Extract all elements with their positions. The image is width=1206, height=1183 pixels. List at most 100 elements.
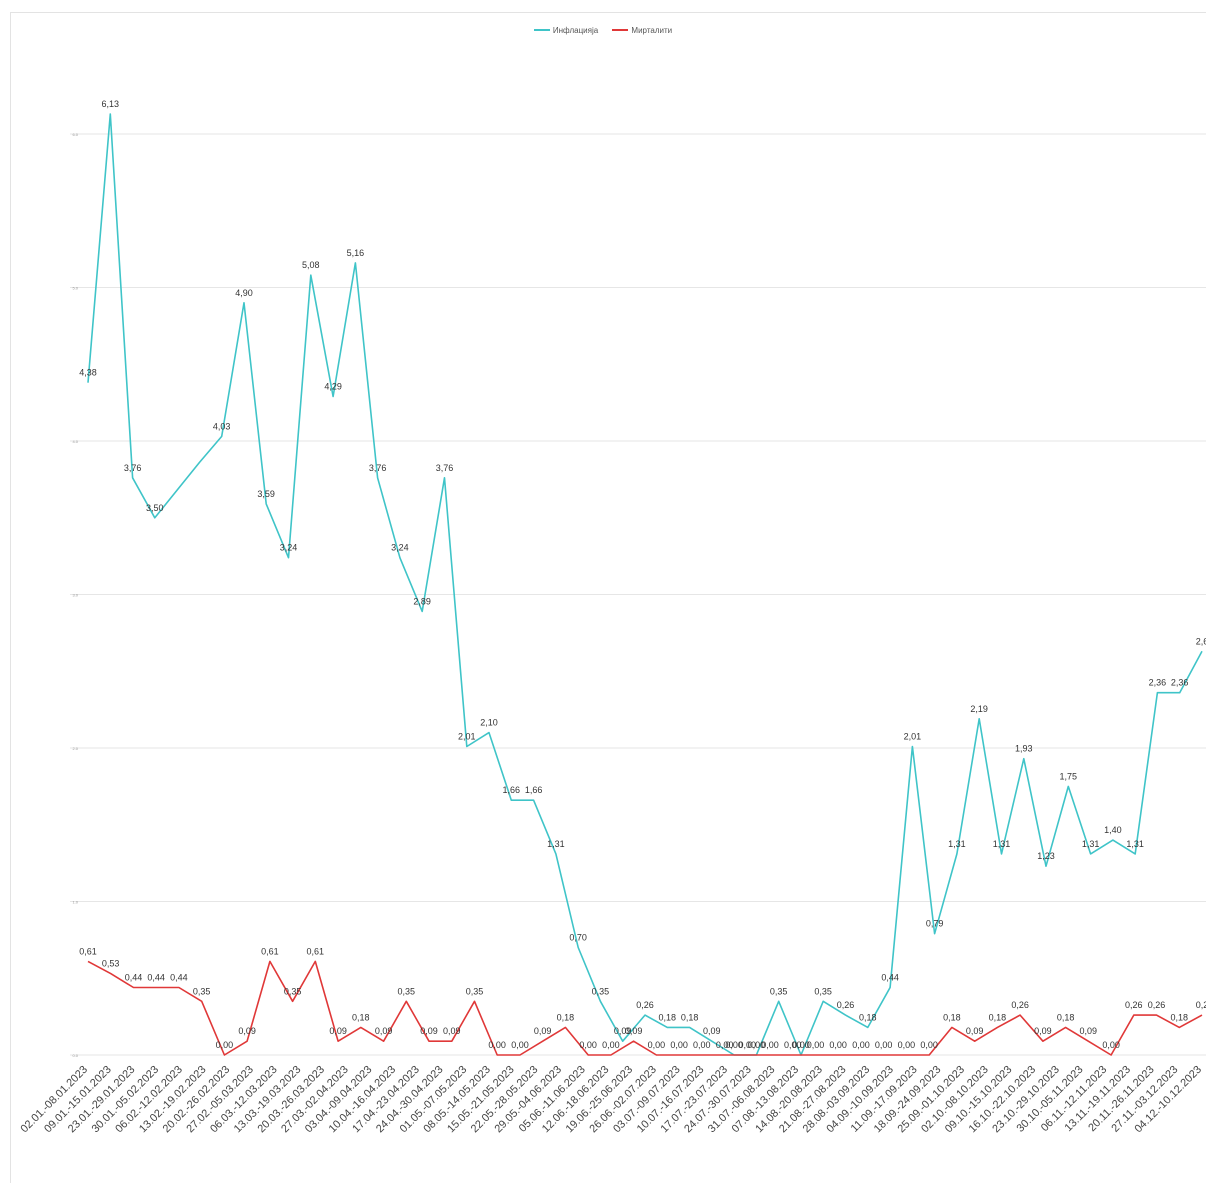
data-label: 0,35 xyxy=(466,986,484,996)
data-label: 0,00 xyxy=(725,1040,743,1050)
data-label: 0,35 xyxy=(814,986,832,996)
data-label: 1,66 xyxy=(503,785,521,795)
data-label: 4,90 xyxy=(235,288,253,298)
data-label: 0,00 xyxy=(898,1040,916,1050)
data-label: 0,00 xyxy=(693,1040,711,1050)
data-label: 2,6 xyxy=(1196,636,1206,646)
data-label: 0,35 xyxy=(193,986,211,996)
data-label: 0,09 xyxy=(625,1026,643,1036)
y-tick-label: 0.0 xyxy=(72,1053,78,1058)
data-label: 0,18 xyxy=(557,1012,575,1022)
data-label: 0,79 xyxy=(926,919,944,929)
y-tick-label: 1.0 xyxy=(72,900,78,905)
data-label: 0,00 xyxy=(807,1040,825,1050)
data-label: 0,44 xyxy=(125,973,143,983)
data-label: 0,18 xyxy=(859,1012,877,1022)
data-label: 0,35 xyxy=(284,986,302,996)
data-label: 1,31 xyxy=(993,839,1011,849)
data-label: 0,61 xyxy=(79,946,97,956)
data-label: 0,00 xyxy=(511,1040,529,1050)
y-tick-label: 4.0 xyxy=(72,439,78,444)
legend-item-inflation: Инфлацияja xyxy=(533,26,598,35)
data-label: 3,50 xyxy=(146,503,164,513)
data-label: 1,66 xyxy=(525,785,543,795)
data-label: 0,09 xyxy=(703,1026,721,1036)
data-label: 0,26 xyxy=(1125,1000,1143,1010)
data-label: 5,16 xyxy=(347,248,365,258)
data-label: 2,36 xyxy=(1171,678,1189,688)
data-label: 0,00 xyxy=(829,1040,847,1050)
data-label: 0,09 xyxy=(375,1026,393,1036)
data-label: 0,00 xyxy=(875,1040,893,1050)
y-tick-label: 3.0 xyxy=(72,593,78,598)
data-label: 0,35 xyxy=(592,986,610,996)
data-label: 0,09 xyxy=(1034,1026,1052,1036)
data-label: 0,18 xyxy=(659,1012,677,1022)
data-label: 0,2 xyxy=(1196,1000,1206,1010)
chart-area xyxy=(10,12,1206,1183)
data-label: 0,09 xyxy=(443,1026,461,1036)
y-tick-label: 5.0 xyxy=(72,286,78,291)
legend-swatch-inflation xyxy=(533,29,550,31)
legend-swatch-mortality xyxy=(612,29,629,31)
data-label: 0,53 xyxy=(102,959,120,969)
data-label: 0,00 xyxy=(716,1040,734,1050)
data-label: 3,24 xyxy=(280,543,298,553)
data-label: 3,24 xyxy=(391,543,409,553)
data-label: 2,19 xyxy=(970,704,988,714)
data-label: 4,03 xyxy=(213,421,231,431)
series-line xyxy=(87,960,1203,1056)
data-label: 0,61 xyxy=(307,946,325,956)
data-label: 0,00 xyxy=(579,1040,597,1050)
y-tick-label: 2.0 xyxy=(72,746,78,751)
data-label: 0,00 xyxy=(852,1040,870,1050)
data-label: 0,00 xyxy=(1102,1040,1120,1050)
data-label: 1,31 xyxy=(1082,839,1100,849)
data-label: 3,76 xyxy=(369,463,387,473)
data-label: 0,18 xyxy=(943,1012,961,1022)
data-label: 1,31 xyxy=(1126,839,1144,849)
data-label: 0,61 xyxy=(261,946,279,956)
data-label: 1,31 xyxy=(948,839,966,849)
data-label: 1,23 xyxy=(1037,851,1055,861)
legend-item-mortality: Мирталити xyxy=(612,26,672,35)
series-line xyxy=(87,113,1203,1056)
data-label: 0,70 xyxy=(569,933,587,943)
data-label: 0,35 xyxy=(398,986,416,996)
data-label: 0,18 xyxy=(989,1012,1007,1022)
data-label: 2,36 xyxy=(1149,678,1167,688)
y-tick-label: 6.0 xyxy=(72,132,78,137)
data-label: 0,09 xyxy=(534,1026,552,1036)
data-label: 0,26 xyxy=(1011,1000,1029,1010)
data-label: 0,00 xyxy=(748,1040,766,1050)
data-label: 0,00 xyxy=(216,1040,234,1050)
data-label: 0,18 xyxy=(1057,1012,1075,1022)
data-label: 0,09 xyxy=(966,1026,984,1036)
data-label: 0,35 xyxy=(770,986,788,996)
data-label: 5,08 xyxy=(302,260,320,270)
data-label: 0,00 xyxy=(792,1040,810,1050)
data-label: 0,26 xyxy=(1148,1000,1166,1010)
data-label: 3,59 xyxy=(257,489,275,499)
data-label: 0,44 xyxy=(147,973,165,983)
data-label: 1,93 xyxy=(1015,744,1033,754)
data-label: 0,00 xyxy=(488,1040,506,1050)
data-label: 2,01 xyxy=(458,732,476,742)
data-label: 0,00 xyxy=(602,1040,620,1050)
data-label: 0,18 xyxy=(1171,1012,1189,1022)
data-label: 0,00 xyxy=(648,1040,666,1050)
data-label: 0,00 xyxy=(670,1040,688,1050)
data-label: 0,09 xyxy=(329,1026,347,1036)
legend-label-mortality: Мирталити xyxy=(631,25,673,35)
data-label: 0,09 xyxy=(614,1026,632,1036)
data-label: 0,09 xyxy=(238,1026,256,1036)
data-label: 0,00 xyxy=(784,1040,802,1050)
data-label: 1,40 xyxy=(1104,825,1122,835)
data-label: 0,26 xyxy=(837,1000,855,1010)
chart-legend: Инфлацияja Мирталити xyxy=(0,24,1206,35)
data-label: 2,10 xyxy=(480,718,498,728)
data-label: 0,26 xyxy=(636,1000,654,1010)
data-label: 4,29 xyxy=(324,382,342,392)
data-label: 0,00 xyxy=(761,1040,779,1050)
